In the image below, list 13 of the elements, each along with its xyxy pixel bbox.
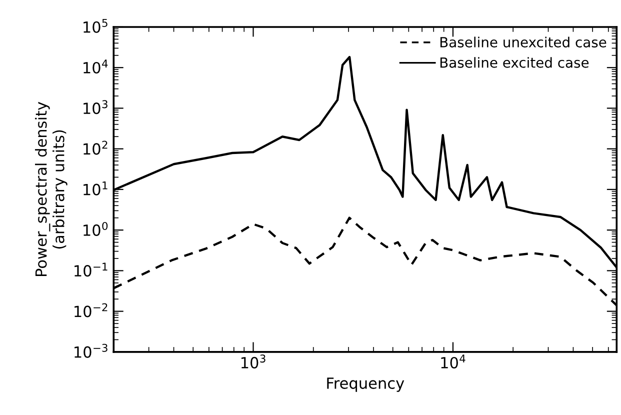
y-tick-label: 10$^{−2}$: [74, 303, 108, 318]
y-tick-label: 10$^{0}$: [84, 222, 108, 236]
y-tick-label: 10$^{2}$: [84, 140, 108, 155]
y-axis-title: Power_spectral density (arbitrary units): [35, 102, 68, 276]
legend-label: Baseline unexcited case: [440, 36, 606, 48]
y-tick-label: 10$^{−3}$: [74, 344, 108, 358]
y-tick-label: 10$^{3}$: [84, 100, 108, 114]
y-tick-label: 10$^{5}$: [84, 19, 108, 33]
y-tick-label: 10$^{4}$: [84, 60, 108, 74]
y-tick-label: 10$^{−1}$: [74, 262, 108, 277]
x-axis-title: Frequency: [327, 378, 404, 392]
y-tick-label: 10$^{1}$: [84, 182, 108, 196]
legend-label: Baseline excited case: [440, 57, 589, 68]
